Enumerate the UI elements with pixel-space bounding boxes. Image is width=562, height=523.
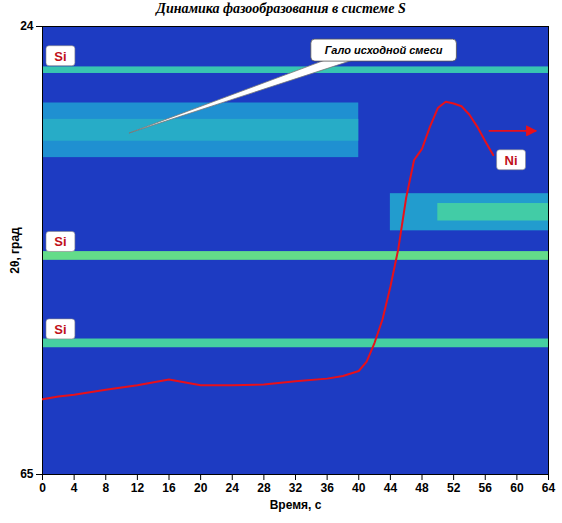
svg-text:28: 28: [257, 481, 271, 495]
svg-text:2θ, град: 2θ, град: [8, 227, 22, 274]
svg-text:40: 40: [352, 481, 366, 495]
svg-text:20: 20: [194, 481, 208, 495]
svg-text:24: 24: [20, 19, 34, 33]
svg-text:65: 65: [20, 467, 34, 481]
svg-text:44: 44: [384, 481, 398, 495]
svg-text:16: 16: [162, 481, 176, 495]
svg-text:24: 24: [226, 481, 240, 495]
svg-text:36: 36: [320, 481, 334, 495]
svg-text:Si: Si: [54, 322, 66, 337]
svg-text:4: 4: [71, 481, 78, 495]
svg-text:Si: Si: [54, 49, 66, 64]
svg-text:Время, с: Время, с: [270, 498, 322, 512]
html-text:Динамика фазообразования в сис: Динамика фазообразования в системе S: [156, 1, 406, 16]
svg-text:Si: Si: [54, 234, 66, 249]
svg-text:60: 60: [510, 481, 524, 495]
svg-text:8: 8: [102, 481, 109, 495]
svg-text:12: 12: [131, 481, 145, 495]
svg-text:48: 48: [415, 481, 429, 495]
svg-text:52: 52: [447, 481, 461, 495]
svg-text:32: 32: [289, 481, 303, 495]
svg-text:Ni: Ni: [505, 153, 518, 168]
svg-text:64: 64: [542, 481, 556, 495]
svg-text:Гало исходной смеси: Гало исходной смеси: [325, 44, 443, 56]
svg-text:0: 0: [39, 481, 46, 495]
svg-text:56: 56: [479, 481, 493, 495]
